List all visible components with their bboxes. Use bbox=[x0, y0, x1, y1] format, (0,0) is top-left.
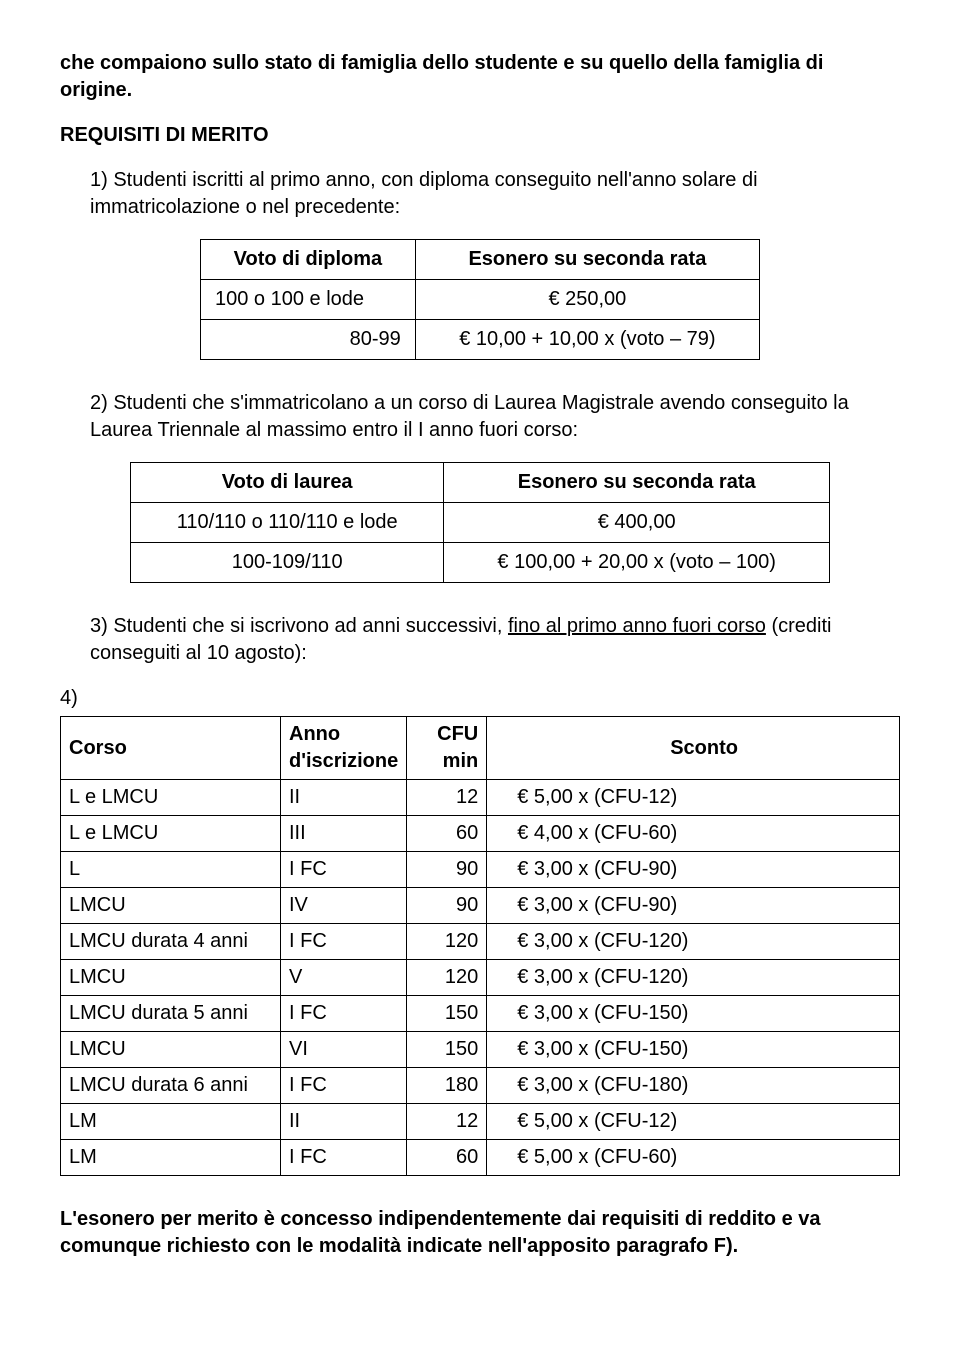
td-sconto: € 4,00 x (CFU-60) bbox=[487, 816, 900, 852]
td-corso: L e LMCU bbox=[61, 816, 281, 852]
td-anno: IV bbox=[281, 888, 407, 924]
table-laurea: Voto di laurea Esonero su seconda rata 1… bbox=[130, 462, 830, 583]
td-corso: LMCU durata 5 anni bbox=[61, 996, 281, 1032]
td-sconto: € 5,00 x (CFU-12) bbox=[487, 1104, 900, 1140]
td-sconto: € 3,00 x (CFU-150) bbox=[487, 996, 900, 1032]
td-cfu: 60 bbox=[407, 1140, 487, 1176]
th-corso: Corso bbox=[61, 717, 281, 780]
item-3-pre: 3) Studenti che si iscrivono ad anni suc… bbox=[90, 615, 508, 637]
td-anno: VI bbox=[281, 1032, 407, 1068]
table-row: LMCU durata 6 anniI FC180€ 3,00 x (CFU-1… bbox=[61, 1068, 900, 1104]
th-sconto: Sconto bbox=[487, 717, 900, 780]
th-anno: Anno d'iscrizione bbox=[281, 717, 407, 780]
item-2-lead: 2) Studenti che s'immatricolano a un cor… bbox=[90, 390, 900, 444]
td-corso: L bbox=[61, 852, 281, 888]
table-row: LI FC90€ 3,00 x (CFU-90) bbox=[61, 852, 900, 888]
td-anno: V bbox=[281, 960, 407, 996]
td-anno: II bbox=[281, 780, 407, 816]
final-paragraph: L'esonero per merito è concesso indipend… bbox=[60, 1206, 900, 1260]
item-4-label: 4) bbox=[60, 685, 900, 712]
td-cfu: 150 bbox=[407, 996, 487, 1032]
table-row: LMCUVI150€ 3,00 x (CFU-150) bbox=[61, 1032, 900, 1068]
td-diploma-r2c1: 80-99 bbox=[201, 320, 416, 360]
td-cfu: 12 bbox=[407, 780, 487, 816]
item-3-lead: 3) Studenti che si iscrivono ad anni suc… bbox=[90, 613, 900, 667]
td-sconto: € 5,00 x (CFU-60) bbox=[487, 1140, 900, 1176]
td-anno: II bbox=[281, 1104, 407, 1140]
td-corso: L e LMCU bbox=[61, 780, 281, 816]
table-row: L e LMCUII12€ 5,00 x (CFU-12) bbox=[61, 780, 900, 816]
table-row: L e LMCUIII60€ 4,00 x (CFU-60) bbox=[61, 816, 900, 852]
td-corso: LM bbox=[61, 1140, 281, 1176]
td-anno: I FC bbox=[281, 996, 407, 1032]
td-cfu: 150 bbox=[407, 1032, 487, 1068]
td-cfu: 120 bbox=[407, 924, 487, 960]
th-esonero-2: Esonero su seconda rata bbox=[444, 463, 830, 503]
td-corso: LMCU bbox=[61, 888, 281, 924]
td-laurea-r2c2: € 100,00 + 20,00 x (voto – 100) bbox=[444, 543, 830, 583]
td-laurea-r2c1: 100-109/110 bbox=[131, 543, 444, 583]
td-anno: III bbox=[281, 816, 407, 852]
td-sconto: € 3,00 x (CFU-180) bbox=[487, 1068, 900, 1104]
td-cfu: 90 bbox=[407, 888, 487, 924]
td-corso: LMCU bbox=[61, 960, 281, 996]
th-esonero-1: Esonero su seconda rata bbox=[415, 240, 759, 280]
td-laurea-r1c1: 110/110 o 110/110 e lode bbox=[131, 503, 444, 543]
td-anno: I FC bbox=[281, 924, 407, 960]
td-diploma-r2c2: € 10,00 + 10,00 x (voto – 79) bbox=[415, 320, 759, 360]
td-corso: LM bbox=[61, 1104, 281, 1140]
td-sconto: € 3,00 x (CFU-120) bbox=[487, 960, 900, 996]
table-row: LMCU durata 4 anniI FC120€ 3,00 x (CFU-1… bbox=[61, 924, 900, 960]
td-sconto: € 3,00 x (CFU-120) bbox=[487, 924, 900, 960]
item-3-underline: fino al primo anno fuori corso bbox=[508, 615, 766, 637]
table-diploma: Voto di diploma Esonero su seconda rata … bbox=[200, 239, 760, 360]
td-cfu: 120 bbox=[407, 960, 487, 996]
th-voto-diploma: Voto di diploma bbox=[201, 240, 416, 280]
table-corso: Corso Anno d'iscrizione CFU min Sconto L… bbox=[60, 716, 900, 1176]
th-cfu: CFU min bbox=[407, 717, 487, 780]
td-corso: LMCU durata 6 anni bbox=[61, 1068, 281, 1104]
td-anno: I FC bbox=[281, 852, 407, 888]
td-sconto: € 5,00 x (CFU-12) bbox=[487, 780, 900, 816]
table-row: LMCUV120€ 3,00 x (CFU-120) bbox=[61, 960, 900, 996]
td-cfu: 90 bbox=[407, 852, 487, 888]
td-diploma-r1c1: 100 o 100 e lode bbox=[201, 280, 416, 320]
td-corso: LMCU bbox=[61, 1032, 281, 1068]
td-cfu: 12 bbox=[407, 1104, 487, 1140]
item-1-lead: 1) Studenti iscritti al primo anno, con … bbox=[90, 167, 900, 221]
table-row: LMI FC60€ 5,00 x (CFU-60) bbox=[61, 1140, 900, 1176]
table-row: LMCU durata 5 anniI FC150€ 3,00 x (CFU-1… bbox=[61, 996, 900, 1032]
td-anno: I FC bbox=[281, 1068, 407, 1104]
td-diploma-r1c2: € 250,00 bbox=[415, 280, 759, 320]
td-cfu: 180 bbox=[407, 1068, 487, 1104]
section-heading: REQUISITI DI MERITO bbox=[60, 122, 900, 149]
td-sconto: € 3,00 x (CFU-90) bbox=[487, 852, 900, 888]
td-corso: LMCU durata 4 anni bbox=[61, 924, 281, 960]
td-cfu: 60 bbox=[407, 816, 487, 852]
td-sconto: € 3,00 x (CFU-90) bbox=[487, 888, 900, 924]
td-sconto: € 3,00 x (CFU-150) bbox=[487, 1032, 900, 1068]
table-row: LMCUIV90€ 3,00 x (CFU-90) bbox=[61, 888, 900, 924]
table-row: LMII12€ 5,00 x (CFU-12) bbox=[61, 1104, 900, 1140]
td-anno: I FC bbox=[281, 1140, 407, 1176]
td-laurea-r1c2: € 400,00 bbox=[444, 503, 830, 543]
th-voto-laurea: Voto di laurea bbox=[131, 463, 444, 503]
intro-paragraph: che compaiono sullo stato di famiglia de… bbox=[60, 50, 900, 104]
